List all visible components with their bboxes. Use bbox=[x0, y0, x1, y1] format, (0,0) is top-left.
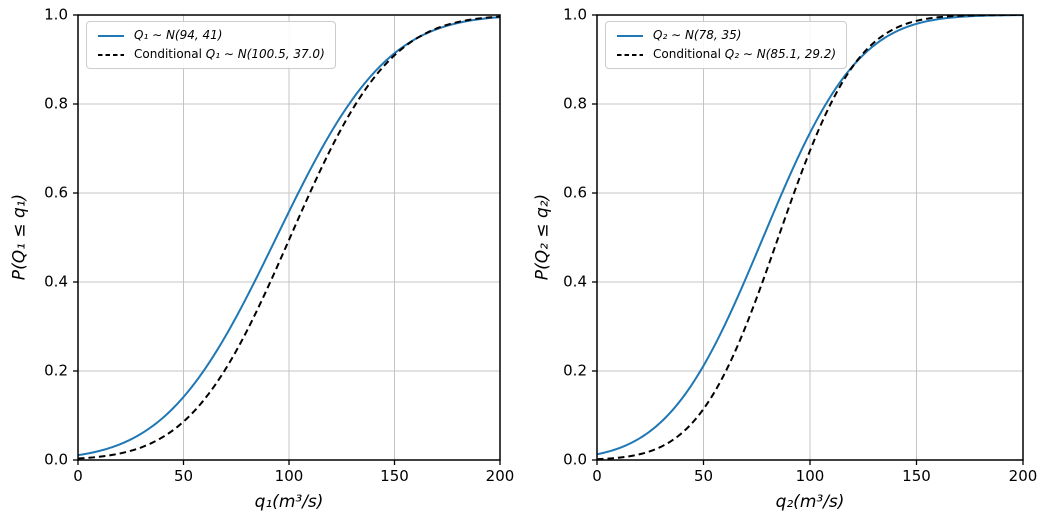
legend-label-math: Q₁ ∼ N(94, 41) bbox=[134, 28, 223, 42]
y-tick-label: 0.8 bbox=[563, 94, 587, 113]
left-x-axis-label: q₁(m³/s) bbox=[254, 492, 324, 512]
x-tick-label: 150 bbox=[902, 467, 931, 485]
legend-label-math: Q₂ ∼ N(78, 35) bbox=[653, 28, 742, 42]
x-tick-label: 100 bbox=[274, 467, 304, 485]
cdf-curve-series-1 bbox=[597, 15, 1023, 460]
solid-line-swatch-icon bbox=[98, 34, 124, 37]
legend-label-prefix: Conditional bbox=[134, 47, 206, 62]
legend-label-math: Q₁ ∼ N(100.5, 37.0) bbox=[205, 47, 325, 62]
x-tick-label: 200 bbox=[1008, 467, 1038, 485]
x-tick-label: 0 bbox=[592, 467, 602, 485]
legend-entry: Q₂ ∼ N(78, 35) bbox=[615, 28, 836, 42]
y-tick-label: 0.2 bbox=[44, 361, 68, 380]
right-legend: Q₂ ∼ N(78, 35) Conditional Q₂ ∼ N(85.1, … bbox=[605, 21, 848, 70]
solid-line-swatch-icon bbox=[617, 34, 643, 37]
left-legend: Q₁ ∼ N(94, 41) Conditional Q₁ ∼ N(100.5,… bbox=[86, 21, 336, 70]
y-tick-label: 0.0 bbox=[563, 450, 587, 469]
left-y-axis-label: P(Q₁ ≤ q₁) bbox=[9, 193, 30, 281]
x-tick-label: 50 bbox=[693, 467, 714, 485]
y-tick-label: 0.6 bbox=[563, 183, 587, 202]
x-tick-label: 0 bbox=[73, 467, 83, 485]
y-tick-label: 0.6 bbox=[44, 183, 68, 202]
legend-entry: Conditional Q₁ ∼ N(100.5, 37.0) bbox=[96, 48, 325, 61]
x-tick-label: 100 bbox=[795, 467, 825, 485]
legend-entry: Conditional Q₂ ∼ N(85.1, 29.2) bbox=[615, 48, 836, 61]
y-tick-label: 1.0 bbox=[563, 5, 587, 24]
plot-canvas bbox=[73, 14, 501, 465]
x-tick-label: 200 bbox=[485, 467, 515, 485]
legend-label: Conditional Q₁ ∼ N(100.5, 37.0) bbox=[134, 48, 325, 61]
legend-label: Q₁ ∼ N(94, 41) bbox=[134, 28, 223, 42]
y-tick-label: 0.0 bbox=[44, 450, 68, 469]
legend-label: Conditional Q₂ ∼ N(85.1, 29.2) bbox=[653, 48, 836, 61]
right-cdf-plot-area bbox=[592, 14, 1024, 465]
cdf-curve-series-1 bbox=[78, 15, 500, 460]
left-cdf-plot-area bbox=[73, 14, 501, 465]
dashed-line-swatch-icon bbox=[98, 53, 124, 56]
y-tick-label: 0.2 bbox=[563, 361, 587, 380]
y-tick-label: 0.4 bbox=[563, 272, 587, 291]
legend-entry: Q₁ ∼ N(94, 41) bbox=[96, 28, 325, 42]
y-tick-label: 0.4 bbox=[44, 272, 68, 291]
legend-label-prefix: Conditional bbox=[653, 47, 725, 62]
dashed-line-swatch-icon bbox=[617, 53, 643, 56]
plot-canvas bbox=[592, 14, 1024, 465]
legend-label-math: Q₂ ∼ N(85.1, 29.2) bbox=[724, 47, 837, 62]
x-tick-label: 50 bbox=[173, 467, 194, 485]
y-tick-label: 0.8 bbox=[44, 94, 68, 113]
x-tick-label: 150 bbox=[380, 467, 409, 485]
legend-label: Q₂ ∼ N(78, 35) bbox=[653, 28, 742, 42]
right-y-axis-label: P(Q₂ ≤ q₂) bbox=[532, 193, 553, 281]
right-x-axis-label: q₂(m³/s) bbox=[775, 492, 845, 512]
y-tick-label: 1.0 bbox=[44, 5, 68, 24]
cdf-curve-series-0 bbox=[597, 15, 1023, 456]
